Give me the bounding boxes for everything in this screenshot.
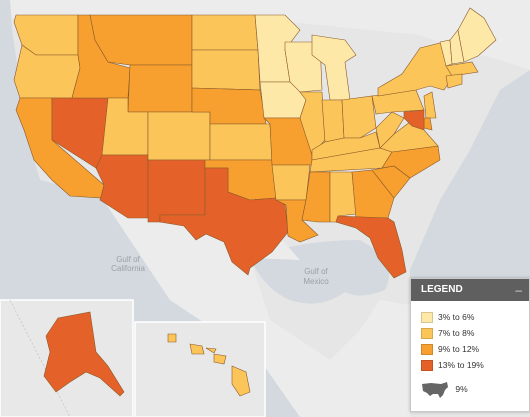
hawaii-island-molokai (205, 347, 217, 354)
state-west-virginia[interactable] (375, 111, 405, 149)
hawaii-island-maui (213, 353, 227, 365)
legend-header: LEGEND – (411, 279, 529, 301)
state-south-dakota[interactable] (191, 49, 261, 91)
state-maine[interactable] (457, 7, 497, 63)
hawaii-island-big (231, 365, 251, 397)
state-hawaii[interactable] (167, 333, 251, 397)
legend-item: 9% to 12% (421, 343, 480, 356)
state-kansas[interactable] (209, 123, 273, 161)
atlantic-ocean (410, 70, 530, 300)
gulf-of-california-label-1: Gulf of (116, 255, 140, 264)
state-new-jersey[interactable] (423, 91, 437, 119)
state-new-mexico[interactable] (147, 159, 206, 223)
hawaii-island-oahu (189, 343, 205, 355)
state-arkansas[interactable] (271, 164, 311, 201)
state-wyoming[interactable] (127, 64, 193, 113)
minus-icon[interactable]: – (515, 283, 522, 297)
legend-item-label: 13% to 19% (438, 360, 484, 370)
legend-item: 7% to 8% (421, 327, 475, 340)
legend-swatch (421, 312, 433, 324)
state-massachusetts[interactable] (445, 61, 479, 77)
legend-item-label: 7% to 8% (438, 328, 475, 338)
us-average-value: 9% (455, 384, 468, 395)
legend-swatch (421, 328, 433, 340)
states-layer (13, 7, 497, 279)
state-florida[interactable] (335, 215, 407, 279)
state-ohio[interactable] (341, 95, 377, 139)
hawaii-inset (134, 321, 266, 417)
state-montana[interactable] (89, 14, 193, 66)
legend-swatch (421, 344, 433, 356)
mexico-land (100, 195, 410, 417)
gulf-of-mexico-label-1: Gulf of (304, 267, 328, 276)
legend-item-label: 3% to 6% (438, 312, 475, 322)
state-texas[interactable] (159, 167, 289, 276)
state-indiana[interactable] (321, 99, 345, 143)
state-maryland[interactable] (403, 109, 425, 131)
gulf-of-california-label-2: California (111, 264, 145, 273)
state-connecticut[interactable] (445, 73, 463, 89)
us-average: 9% (421, 381, 468, 401)
usa-silhouette-icon (422, 382, 448, 398)
legend-title: LEGEND (421, 284, 463, 295)
hawaii-island-kauai (167, 333, 177, 343)
legend-panel: LEGEND – 3% to 6% 7% to 8% 9% to 12% 13%… (410, 278, 530, 412)
alaska-border-line (9, 299, 71, 417)
legend-item: 3% to 6% (421, 311, 475, 324)
legend-item: 13% to 19% (421, 359, 484, 372)
state-alabama[interactable] (329, 171, 357, 223)
legend-item-label: 9% to 12% (438, 344, 480, 354)
state-north-dakota[interactable] (191, 14, 259, 51)
state-colorado[interactable] (147, 111, 211, 161)
legend-swatch (421, 360, 433, 372)
gulf-of-mexico-label-2: Mexico (303, 277, 329, 286)
state-alaska[interactable] (43, 311, 125, 397)
state-georgia[interactable] (351, 169, 395, 219)
